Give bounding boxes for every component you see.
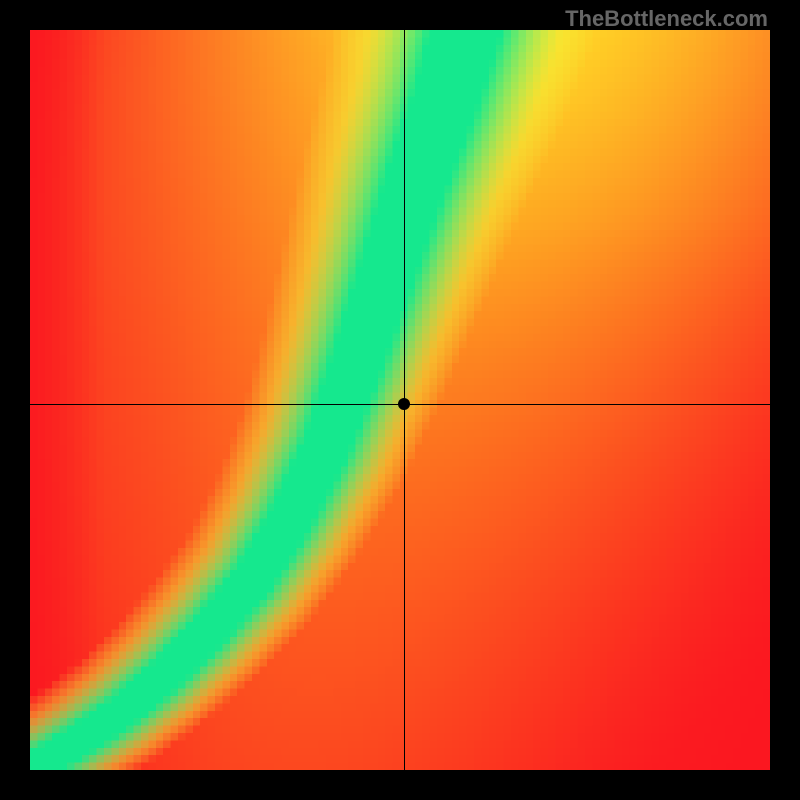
watermark-text: TheBottleneck.com (565, 6, 768, 32)
heatmap-plot (30, 30, 770, 770)
crosshair-marker-dot (398, 398, 410, 410)
chart-container: TheBottleneck.com (0, 0, 800, 800)
